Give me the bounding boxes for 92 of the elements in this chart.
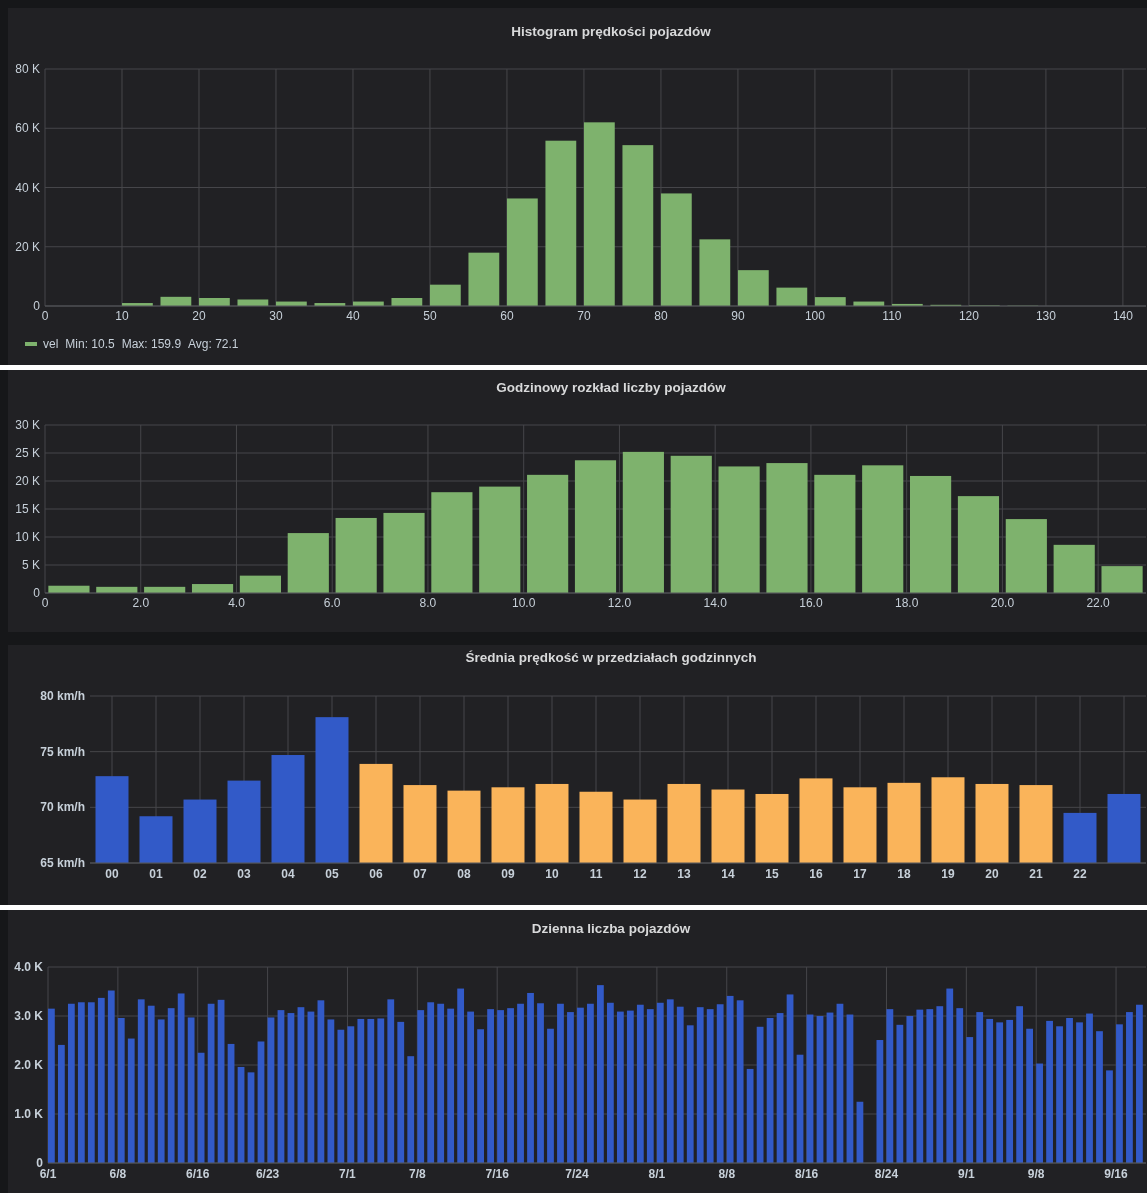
y-tick-label: 80 K (15, 62, 40, 76)
x-tick-label: 16.0 (799, 596, 823, 610)
x-tick-label: 09 (501, 867, 515, 881)
x-tick-label: 6/23 (255, 1167, 280, 1181)
x-tick-label: 90 (731, 309, 745, 323)
x-tick-label: 8/1 (648, 1167, 666, 1181)
x-tick-label: 6/1 (39, 1167, 57, 1181)
x-tick-label: 07 (413, 867, 427, 881)
y-tick-label: 5 K (21, 558, 40, 572)
x-tick-label: 8.0 (419, 596, 437, 610)
y-tick-label: 0 (36, 1156, 44, 1170)
x-tick-label: 20.0 (990, 596, 1015, 610)
text: Avg: 72.1 (188, 337, 239, 351)
y-tick-label: 75 km/h (40, 744, 85, 759)
x-tick-label: 02 (193, 867, 207, 881)
x-tick-label: 21 (1029, 867, 1043, 881)
x-tick-label: 7/16 (485, 1167, 510, 1181)
y-tick-label: 20 K (15, 239, 40, 254)
x-tick-label: 03 (237, 867, 251, 881)
x-tick-label: 80 (654, 309, 668, 323)
x-tick-label: 17 (853, 867, 867, 881)
x-tick-label: 11 (589, 867, 603, 881)
x-tick-label: 140 (1112, 309, 1134, 323)
y-tick-label: 70 km/h (40, 800, 85, 815)
x-tick-label: 7/24 (565, 1167, 590, 1181)
x-tick-label: 20 (985, 867, 999, 881)
y-tick-label: 60 K (15, 121, 40, 136)
y-tick-label: 25 K (15, 446, 40, 460)
text: Max: 159.9 (121, 337, 182, 351)
chart-title: Histogram prędkości pojazdów (511, 24, 712, 39)
y-tick-label: 1.0 K (14, 1107, 44, 1121)
x-tick-label: 18 (897, 867, 911, 881)
y-tick-label: 2.0 K (14, 1058, 44, 1072)
x-tick-label: 14 (721, 867, 735, 881)
x-tick-label: 22 (1073, 867, 1087, 881)
x-tick-label: 16 (809, 867, 823, 881)
x-tick-label: 9/1 (957, 1167, 975, 1181)
x-tick-label: 20 (192, 309, 206, 323)
x-tick-label: 14.0 (703, 596, 728, 610)
x-tick-label: 22.0 (1086, 596, 1111, 610)
legend-label: vel (43, 337, 59, 351)
chart-title: Dzienna liczba pojazdów (531, 921, 691, 936)
y-tick-label: 65 km/h (40, 856, 85, 870)
x-tick-label: 60 (500, 309, 514, 323)
x-tick-label: 18.0 (894, 596, 919, 610)
x-tick-label: 7/8 (408, 1167, 426, 1181)
x-tick-label: 7/1 (339, 1167, 357, 1181)
x-tick-label: 19 (941, 867, 955, 881)
y-tick-label: 15 K (15, 502, 40, 516)
x-tick-label: 13 (677, 867, 691, 881)
x-tick-label: 10 (115, 309, 129, 323)
y-tick-label: 10 K (15, 530, 40, 544)
chart-title: Godzinowy rozkład liczby pojazdów (496, 380, 727, 395)
x-tick-label: 01 (149, 867, 163, 881)
y-tick-label: 0 (33, 586, 41, 600)
x-tick-label: 8/24 (874, 1167, 899, 1181)
x-tick-label: 50 (423, 309, 437, 323)
y-tick-label: 4.0 K (14, 960, 44, 974)
x-tick-label: 05 (325, 867, 339, 881)
chart-title: Średnia prędkość w przedziałach godzinnych (465, 650, 757, 665)
y-tick-label: 3.0 K (14, 1009, 44, 1023)
x-tick-label: 9/16 (1104, 1167, 1129, 1181)
x-tick-label: 110 (882, 309, 902, 323)
y-tick-label: 30 K (15, 418, 40, 432)
x-tick-label: 70 (577, 309, 591, 323)
x-tick-label: 04 (281, 867, 295, 881)
y-tick-label: 80 km/h (40, 689, 85, 703)
x-tick-label: 00 (105, 867, 119, 881)
x-tick-label: 9/8 (1027, 1167, 1045, 1181)
x-tick-label: 10.0 (512, 596, 536, 610)
x-tick-label: 8/16 (794, 1167, 819, 1181)
x-tick-label: 12.0 (607, 596, 632, 610)
text: Min: 10.5 (65, 337, 116, 351)
x-tick-label: 6.0 (323, 596, 341, 610)
x-tick-label: 4.0 (228, 596, 246, 610)
y-tick-label: 0 (33, 299, 41, 313)
x-tick-label: 6/8 (109, 1167, 127, 1181)
x-tick-label: 2.0 (132, 596, 150, 610)
x-tick-label: 15 (765, 867, 779, 881)
x-tick-label: 8/8 (718, 1167, 736, 1181)
x-tick-label: 10 (545, 867, 559, 881)
x-tick-label: 12 (633, 867, 647, 881)
y-tick-label: 40 K (15, 180, 40, 195)
x-tick-label: 40 (346, 309, 360, 323)
x-tick-label: 08 (457, 867, 471, 881)
x-tick-label: 120 (958, 309, 980, 323)
x-tick-label: 06 (369, 867, 383, 881)
x-tick-label: 100 (804, 309, 826, 323)
y-tick-label: 20 K (15, 474, 40, 488)
x-tick-label: 6/16 (186, 1167, 210, 1181)
x-tick-label: 30 (269, 309, 283, 323)
x-tick-label: 130 (1035, 309, 1057, 323)
